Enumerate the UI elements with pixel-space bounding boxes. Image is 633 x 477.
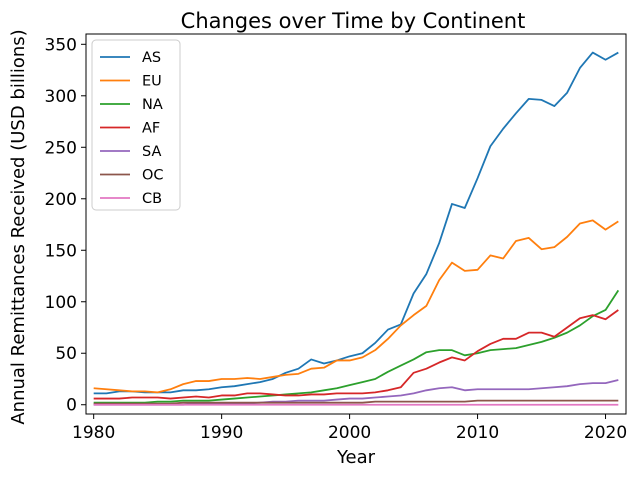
series-layer <box>93 51 620 406</box>
legend-label-eu: EU <box>142 74 162 90</box>
legend-label-as: AS <box>142 50 161 66</box>
series-line-oc <box>93 399 619 405</box>
legend-label-cb: CB <box>142 191 162 207</box>
x-tick-label: 1990 <box>200 423 243 443</box>
y-tick-label: 150 <box>45 241 77 261</box>
x-tick-label: 1980 <box>72 423 115 443</box>
legend: AS EU NA AF SA OC CB <box>91 39 181 211</box>
x-tick-label: 2000 <box>328 423 371 443</box>
chart-title: Changes over Time by Continent <box>181 9 526 33</box>
y-tick-label: 50 <box>55 344 77 364</box>
plot-frame <box>85 33 627 415</box>
legend-label-oc: OC <box>142 168 164 184</box>
x-axis-label: Year <box>336 447 376 468</box>
y-tick-label: 0 <box>66 396 77 416</box>
y-axis: 0 50 100 150 200 250 300 350 <box>45 35 86 416</box>
y-tick-label: 300 <box>45 87 77 107</box>
series-line-eu <box>93 219 619 394</box>
y-tick-label: 200 <box>45 190 77 210</box>
x-axis: 1980 1990 2000 2010 2020 <box>72 414 627 443</box>
x-tick-label: 2010 <box>456 423 499 443</box>
legend-box <box>91 39 181 211</box>
series-line-na <box>93 289 620 404</box>
x-tick-label: 2020 <box>584 423 627 443</box>
legend-label-sa: SA <box>142 144 161 160</box>
legend-label-af: AF <box>142 121 160 137</box>
y-tick-label: 350 <box>45 35 77 55</box>
series-line-as <box>93 51 619 395</box>
y-tick-label: 100 <box>45 293 77 313</box>
y-tick-label: 250 <box>45 138 77 158</box>
y-axis-label: Annual Remittances Received (USD billion… <box>8 29 29 424</box>
series-line-af <box>93 309 619 400</box>
legend-label-na: NA <box>142 97 163 113</box>
